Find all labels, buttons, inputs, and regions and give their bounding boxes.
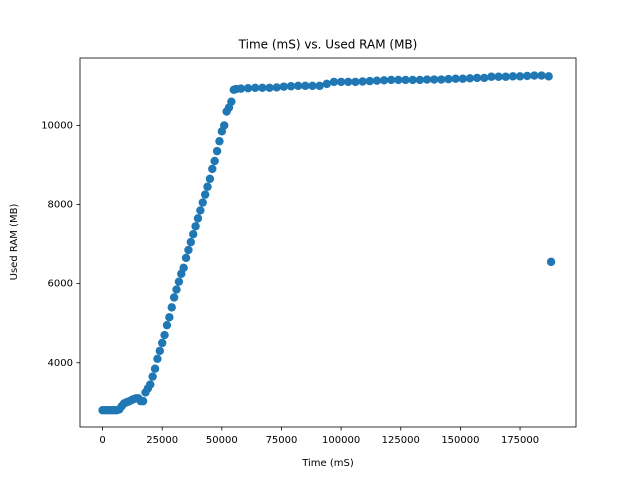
point [515, 72, 525, 81]
x-tick-label: 25000 [146, 435, 178, 446]
point [258, 83, 267, 93]
point [184, 245, 193, 255]
x-axis-label: Time (mS) [301, 458, 354, 469]
point [344, 77, 353, 87]
point [236, 84, 246, 93]
point [203, 182, 212, 191]
point [379, 76, 389, 85]
point [272, 83, 281, 92]
y-axis-label: Used RAM (MB) [9, 204, 20, 281]
point [308, 81, 317, 91]
point [358, 77, 367, 86]
point [179, 263, 188, 273]
point [200, 190, 210, 199]
point [544, 72, 553, 81]
point [265, 83, 274, 93]
y-tick-label: 4000 [48, 358, 73, 369]
point [155, 346, 165, 356]
x-tick-label: 175000 [501, 435, 539, 446]
point [546, 257, 556, 267]
point [279, 82, 289, 91]
point [422, 75, 432, 84]
point [196, 206, 205, 215]
point [537, 71, 546, 80]
point [322, 79, 332, 89]
x-tick-label: 50000 [206, 435, 238, 446]
point [153, 354, 162, 364]
point [165, 313, 174, 322]
point [150, 364, 160, 373]
point [172, 285, 181, 294]
point [205, 174, 215, 184]
point [186, 237, 196, 247]
point [243, 84, 253, 93]
point [465, 74, 475, 83]
point [394, 75, 403, 85]
point [167, 303, 176, 312]
point [415, 75, 425, 85]
y-tick-label: 8000 [48, 200, 73, 211]
point [251, 83, 260, 93]
x-tick-label: 150000 [441, 435, 479, 446]
point [315, 81, 324, 91]
point [372, 76, 382, 85]
point [146, 380, 155, 389]
point [408, 75, 417, 85]
point [148, 372, 157, 381]
point [198, 198, 207, 207]
x-tick-label: 75000 [266, 435, 298, 446]
point [210, 156, 219, 166]
point [472, 73, 482, 83]
point [293, 81, 303, 91]
point [437, 75, 446, 84]
point [336, 77, 346, 87]
point [215, 137, 224, 146]
point [193, 214, 203, 223]
point [169, 293, 179, 302]
point [365, 76, 374, 86]
x-tick-label: 0 [99, 435, 105, 446]
point [160, 330, 169, 340]
point [458, 74, 467, 83]
point [523, 71, 532, 81]
point [227, 97, 236, 106]
y-tick-label: 6000 [48, 279, 73, 290]
point [530, 71, 539, 80]
point [191, 222, 200, 231]
point [487, 72, 496, 81]
point [174, 277, 184, 286]
plot-frame [79, 57, 577, 428]
point [480, 73, 489, 83]
point [444, 74, 453, 84]
point [208, 164, 217, 174]
point [220, 121, 229, 130]
point [286, 82, 296, 91]
point [429, 75, 439, 84]
point [157, 338, 167, 348]
x-tick-label: 100000 [322, 435, 360, 446]
point [138, 396, 148, 406]
y-tick-label: 10000 [41, 120, 73, 131]
x-tick-label: 125000 [382, 435, 420, 446]
point [494, 72, 503, 81]
point [189, 229, 198, 239]
chart-title: Time (mS) vs. Used RAM (MB) [238, 38, 418, 52]
point [501, 72, 510, 81]
point [212, 146, 222, 156]
point [181, 253, 191, 263]
point [162, 320, 172, 330]
point [351, 77, 360, 87]
point [508, 72, 518, 81]
point [329, 77, 339, 87]
point [387, 75, 396, 85]
point [401, 75, 410, 85]
point [301, 81, 310, 91]
point [451, 74, 460, 83]
